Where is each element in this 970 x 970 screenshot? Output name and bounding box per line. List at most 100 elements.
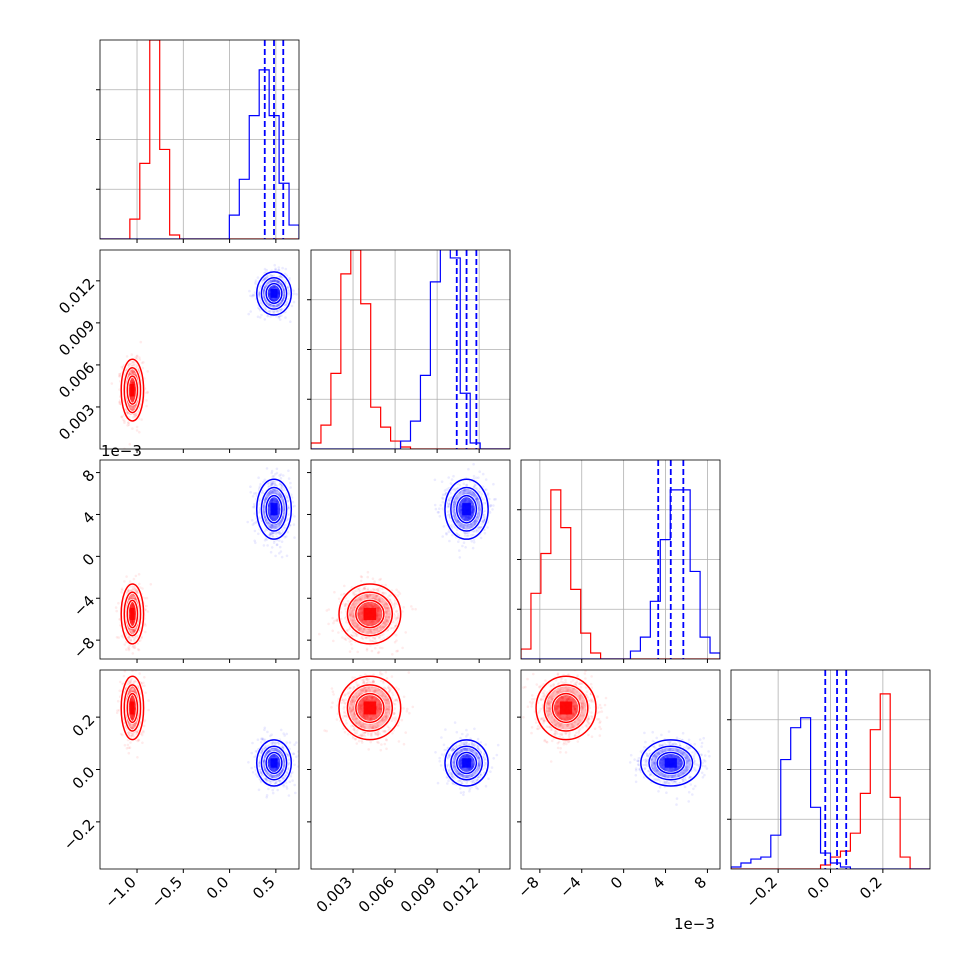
contour-line-0-0 [338,583,402,645]
y-tick-label-3-0: −0.2 [60,816,98,854]
contour-line-1-0 [640,739,702,787]
histogram-panel-2 [517,459,721,663]
density-peak-1 [664,758,677,768]
x-tick-label-2-0: −8 [514,873,542,901]
contour-line-0-1 [543,684,589,732]
contour-line-0-1 [123,591,142,637]
y-tick-label-2-3: 4 [79,508,98,527]
contour-line-1-0 [255,478,293,540]
contour-line-1-1 [260,745,288,781]
contour-line-1-1 [260,276,288,310]
contour-line-1-1 [450,486,484,532]
contour-line-0-1 [123,684,142,732]
histogram-series-0-param-2 [521,489,720,659]
histogram-series-0-param-0 [100,40,299,239]
x-tick-label-0-3: 0.5 [249,873,279,903]
contour-line-0-2 [551,692,581,724]
contour-line-0-0 [338,675,402,741]
contour-line-1-2 [656,751,686,775]
x-tick-label-2-2: 0 [607,873,626,892]
contour-line-0-1 [346,591,394,637]
x-tick-label-1-1: 0.006 [355,873,398,916]
scatter-panel-2-1 [307,459,511,663]
contour-line-0-2 [355,599,385,629]
density-peak-0 [130,383,135,397]
contour-line-0-2 [126,599,139,629]
contour-line-1-2 [455,494,478,524]
y-tick-label-1-0: 0.003 [55,401,98,444]
histogram-panel-0 [96,39,300,243]
histogram-series-1-param-0 [100,69,299,239]
scatter-panel-3-2: −8 −4 0 4 8 [514,669,721,901]
contour-line-1-1 [648,745,694,781]
density-peak-1 [270,289,278,298]
contour-line-1-2 [265,751,283,775]
scatter-panel-2-0: −8 −4 0 4 8 [70,459,300,663]
x-tick-label-1-0: 0.003 [313,873,356,916]
contour-line-0-2 [126,375,139,405]
scatter-panel-3-0: −1.0 −0.5 0.0 0.5 −0.2 0.0 0.2 [60,669,300,912]
contour-line-0-0 [120,358,145,422]
x-tick-label-3-2: 0.2 [856,873,886,903]
density-peak-0 [130,701,135,715]
density-peak-1 [462,758,471,768]
x-offset-label: 1e−3 [674,915,715,933]
contour-line-1-1 [260,486,288,532]
y-tick-label-2-4: 8 [79,466,98,485]
density-peak-1 [462,503,471,516]
y-tick-label-2-0: −8 [70,634,98,662]
histogram-series-0-param-1 [311,250,510,449]
histogram-series-1-param-2 [521,489,720,659]
x-tick-label-1-3: 0.012 [439,873,482,916]
x-tick-label-0-0: −1.0 [101,873,139,911]
density-peak-1 [270,758,278,768]
contour-line-0-1 [346,684,394,732]
y-tick-label-3-1: 0.0 [69,763,99,793]
contour-line-1-2 [265,494,283,524]
x-tick-label-1-2: 0.009 [397,873,440,916]
y-tick-label-1-2: 0.009 [55,317,98,360]
contour-line-0-1 [123,366,142,414]
x-tick-label-2-4: 8 [691,873,710,892]
x-tick-label-2-3: 4 [649,873,668,892]
contour-line-0-2 [126,692,139,724]
contour-line-0-0 [120,675,145,741]
contour-line-1-0 [444,739,489,787]
histogram-series-1-param-3 [731,717,930,869]
y-tick-label-2-1: −4 [70,592,98,620]
density-peak-0 [363,607,377,621]
histogram-panel-3: −0.2 0.0 0.2 [727,669,931,912]
x-tick-label-2-1: −4 [556,873,584,901]
contour-line-1-0 [255,271,293,316]
y-tick-label-1-1: 0.006 [55,359,98,402]
panel-frame-2-0 [99,459,300,660]
x-tick-label-3-1: 0.0 [804,873,834,903]
y-tick-label-3-2: 0.2 [69,711,99,741]
contour-line-0-2 [355,692,385,724]
y-offset-label: 1e−3 [101,442,142,460]
contour-line-1-0 [255,739,293,787]
contour-line-0-0 [535,675,597,741]
contour-line-0-0 [120,583,145,645]
contour-line-1-0 [444,478,489,540]
x-tick-label-0-1: −0.5 [148,873,186,911]
density-peak-0 [363,701,377,715]
histogram-series-0-param-3 [731,693,930,869]
density-peak-0 [559,701,573,715]
contour-line-1-2 [265,282,283,305]
density-peak-1 [270,503,278,516]
contour-line-1-2 [455,751,478,775]
y-tick-label-1-3: 0.012 [55,274,98,317]
histogram-series-1-param-1 [311,250,510,449]
panel-frame-1-0 [99,249,300,450]
histogram-panel-1 [307,249,511,453]
contour-line-1-1 [450,745,484,781]
x-tick-label-0-2: 0.0 [203,873,233,903]
density-peak-0 [130,607,135,621]
panel-frame-2-1 [310,459,511,660]
y-tick-label-2-2: 0 [79,550,98,569]
x-tick-label-3-0: −0.2 [742,873,780,911]
